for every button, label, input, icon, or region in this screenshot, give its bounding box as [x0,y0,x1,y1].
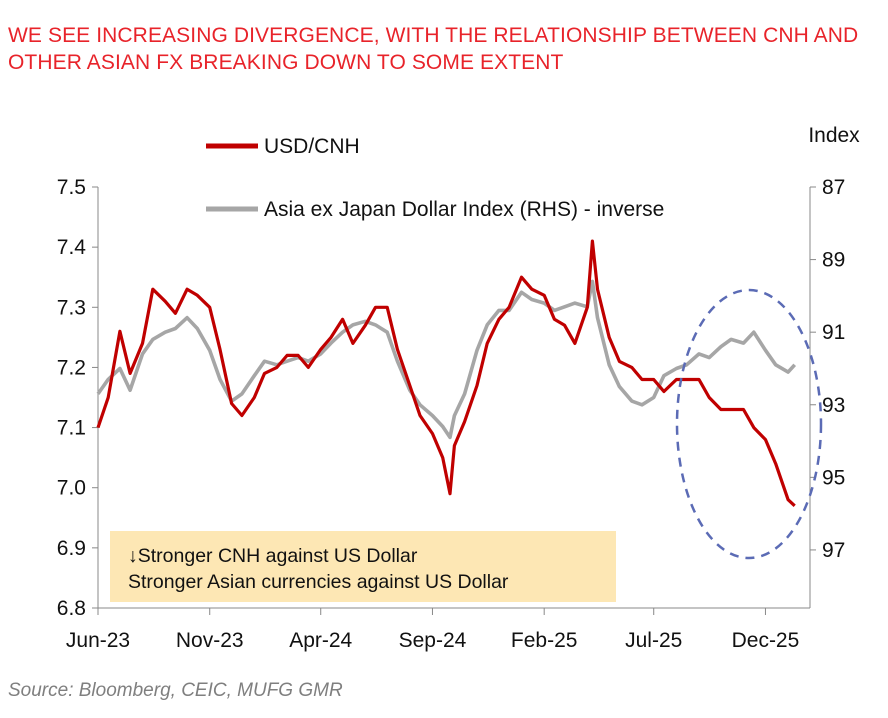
legend-usdcnh-label: USD/CNH [264,135,360,158]
x-tick-label: Feb-25 [511,629,578,652]
asia-index-line [96,279,797,440]
annotation-box: ↓Stronger CNH against US Dollar Stronger… [110,531,616,602]
left-tick-label: 7.0 [57,477,86,500]
right-tick-label: 93 [822,394,845,417]
annotation-line-2: Stronger Asian currencies against US Dol… [128,571,509,593]
chart-title: WE SEE INCREASING DIVERGENCE, WITH THE R… [8,24,859,74]
legend-group: USD/CNH Asia ex Japan Dollar Index (RHS) … [206,135,664,221]
x-tick-label: Jul-25 [625,629,682,652]
x-tick-label: Sep-24 [399,629,467,652]
x-tick-label: Apr-24 [289,629,352,652]
axes-group: 7.5 7.4 7.3 7.2 7.1 7.0 6.9 6.8 87 89 91 93 95 97 Inde… [57,124,860,652]
x-tick-label: Jun-23 [66,629,130,652]
x-tick-label: Nov-23 [176,629,244,652]
right-tick-label: 95 [822,466,845,489]
left-tick-label: 7.4 [57,236,87,259]
left-tick-label: 6.8 [57,597,86,620]
left-tick-label: 7.3 [57,296,86,319]
left-tick-label: 6.9 [57,537,86,560]
x-tick-label: Dec-25 [732,629,800,652]
legend-asia-index-label: Asia ex Japan Dollar Index (RHS) - inver… [264,198,664,221]
annotation-line-1: ↓Stronger CNH against US Dollar [128,545,418,567]
series-group [96,239,797,507]
source-note: Source: Bloomberg, CEIC, MUFG GMR [8,680,343,701]
usdcnh-line [96,239,796,507]
right-tick-label: 89 [822,249,845,272]
left-tick-label: 7.5 [57,176,86,199]
left-tick-label: 7.2 [57,356,86,379]
divergence-highlight-circle [675,288,823,560]
right-tick-label: 97 [822,539,845,562]
right-tick-label: 91 [822,321,845,344]
left-tick-label: 7.1 [57,417,86,440]
right-tick-label: 87 [822,176,845,199]
right-axis-title: Index [808,124,860,147]
